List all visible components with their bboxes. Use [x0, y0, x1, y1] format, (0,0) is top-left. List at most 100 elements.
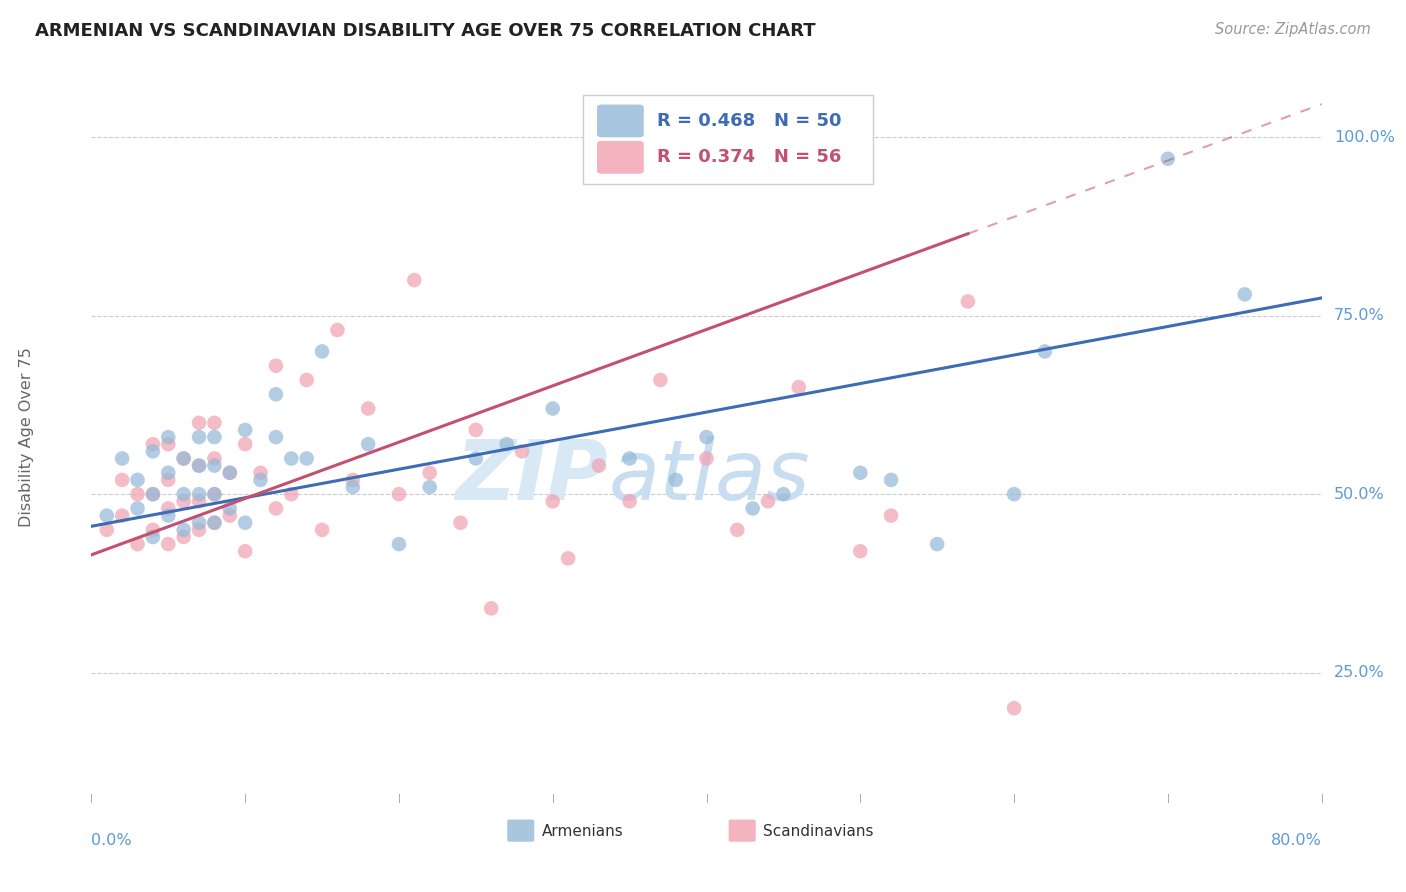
Point	[419, 480, 441, 494]
Point	[249, 473, 271, 487]
Point	[157, 508, 180, 523]
Text: 100.0%: 100.0%	[1334, 130, 1395, 145]
Point	[218, 508, 240, 523]
Point	[96, 523, 118, 537]
Point	[157, 473, 180, 487]
Point	[927, 537, 949, 551]
Point	[510, 444, 533, 458]
Point	[188, 523, 211, 537]
Point	[157, 537, 180, 551]
Point	[696, 451, 718, 466]
Text: atlas: atlas	[607, 436, 810, 516]
Point	[849, 544, 872, 558]
Point	[127, 487, 149, 501]
Text: R = 0.468   N = 50: R = 0.468 N = 50	[657, 112, 842, 130]
Text: 50.0%: 50.0%	[1334, 487, 1385, 501]
Point	[1033, 344, 1056, 359]
Point	[756, 494, 779, 508]
Point	[142, 487, 165, 501]
Point	[1233, 287, 1256, 301]
Text: R = 0.374   N = 56: R = 0.374 N = 56	[657, 148, 842, 166]
Point	[1157, 152, 1180, 166]
FancyBboxPatch shape	[728, 820, 756, 842]
Point	[157, 430, 180, 444]
Text: ZIP: ZIP	[456, 436, 607, 516]
Point	[111, 451, 134, 466]
Text: 75.0%: 75.0%	[1334, 309, 1385, 323]
Point	[464, 451, 486, 466]
Point	[295, 451, 318, 466]
Point	[357, 401, 380, 416]
Point	[218, 466, 240, 480]
Point	[787, 380, 810, 394]
Point	[295, 373, 318, 387]
Point	[311, 344, 333, 359]
Point	[202, 458, 225, 473]
Point	[188, 458, 211, 473]
Point	[357, 437, 380, 451]
FancyBboxPatch shape	[508, 820, 534, 842]
Point	[264, 430, 287, 444]
Point	[173, 451, 195, 466]
Point	[188, 416, 211, 430]
Point	[233, 423, 256, 437]
Point	[326, 323, 349, 337]
Point	[419, 466, 441, 480]
Point	[880, 508, 903, 523]
Point	[233, 544, 256, 558]
Point	[202, 487, 225, 501]
Point	[202, 516, 225, 530]
Point	[495, 437, 517, 451]
Point	[173, 530, 195, 544]
Point	[142, 444, 165, 458]
Point	[188, 516, 211, 530]
Text: Source: ZipAtlas.com: Source: ZipAtlas.com	[1215, 22, 1371, 37]
Point	[142, 487, 165, 501]
Point	[188, 458, 211, 473]
Point	[772, 487, 794, 501]
Point	[127, 501, 149, 516]
Point	[557, 551, 579, 566]
Point	[96, 508, 118, 523]
FancyBboxPatch shape	[583, 95, 873, 184]
Point	[741, 501, 763, 516]
Point	[404, 273, 426, 287]
Point	[142, 530, 165, 544]
Text: Scandinavians: Scandinavians	[763, 824, 873, 838]
Point	[541, 401, 564, 416]
Point	[342, 480, 364, 494]
Point	[218, 501, 240, 516]
Text: Disability Age Over 75: Disability Age Over 75	[20, 347, 34, 527]
Point	[218, 466, 240, 480]
Point	[111, 508, 134, 523]
Point	[1002, 487, 1025, 501]
Point	[342, 473, 364, 487]
Point	[541, 494, 564, 508]
Point	[173, 487, 195, 501]
Point	[388, 487, 411, 501]
Point	[264, 501, 287, 516]
Point	[956, 294, 979, 309]
Point	[127, 537, 149, 551]
Point	[249, 466, 271, 480]
Point	[311, 523, 333, 537]
Point	[157, 501, 180, 516]
Point	[1002, 701, 1025, 715]
Point	[650, 373, 672, 387]
Point	[464, 423, 486, 437]
Text: ARMENIAN VS SCANDINAVIAN DISABILITY AGE OVER 75 CORRELATION CHART: ARMENIAN VS SCANDINAVIAN DISABILITY AGE …	[35, 22, 815, 40]
Text: Armenians: Armenians	[541, 824, 623, 838]
Point	[233, 437, 256, 451]
Point	[619, 494, 641, 508]
Text: 0.0%: 0.0%	[91, 833, 132, 848]
Point	[157, 437, 180, 451]
Point	[388, 537, 411, 551]
Point	[188, 430, 211, 444]
Point	[880, 473, 903, 487]
Point	[264, 359, 287, 373]
Text: 80.0%: 80.0%	[1271, 833, 1322, 848]
Point	[188, 487, 211, 501]
Point	[725, 523, 748, 537]
Point	[202, 416, 225, 430]
Point	[142, 437, 165, 451]
